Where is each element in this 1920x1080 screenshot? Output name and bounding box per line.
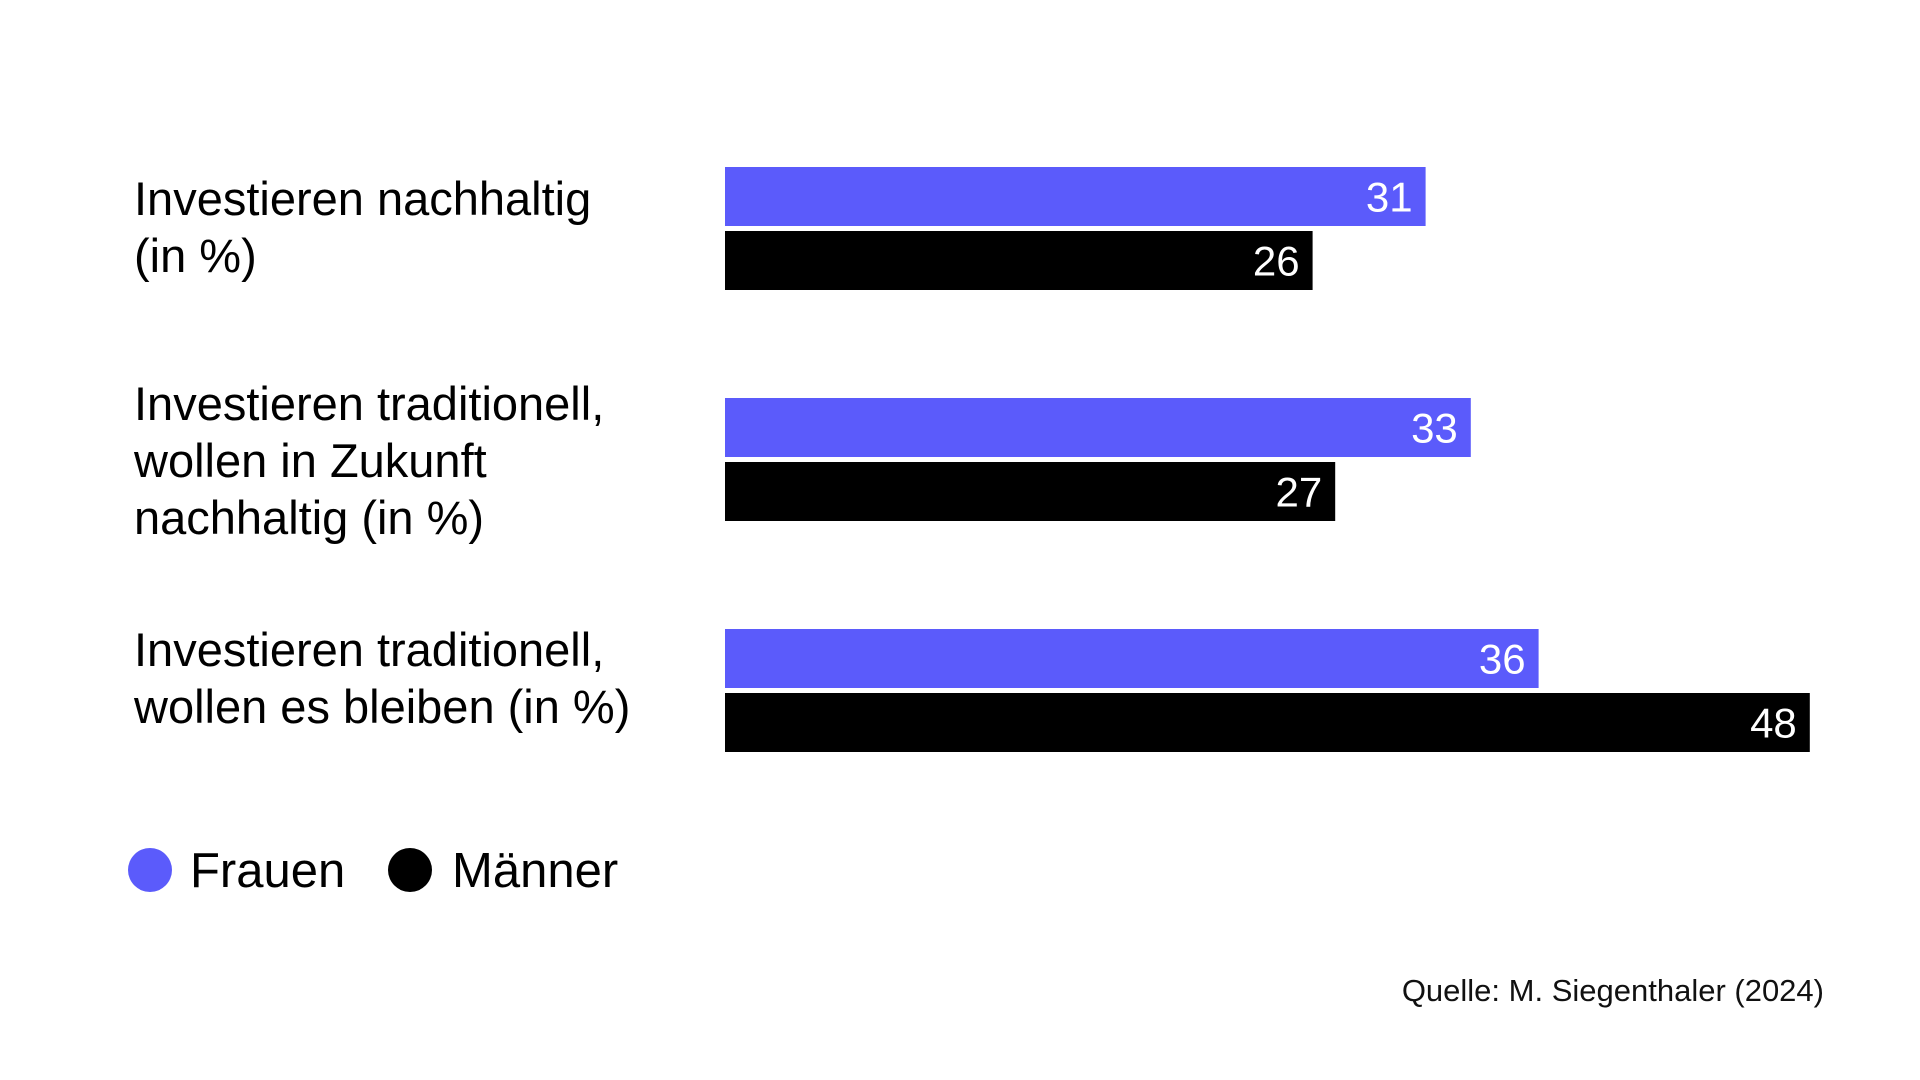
bar <box>725 231 1313 290</box>
legend-label: Männer <box>452 844 618 898</box>
bar <box>725 629 1539 688</box>
bar-value-label: 48 <box>1750 700 1797 747</box>
bars: 31 26 33 27 36 48 <box>725 167 1810 752</box>
category-label-line: nachhaltig (in %) <box>134 491 484 544</box>
bar <box>725 693 1810 752</box>
legend: Frauen Männer <box>128 844 618 898</box>
category-label: Investieren traditionell, wollen es bleib… <box>133 623 630 733</box>
bar-value-label: 26 <box>1253 238 1300 285</box>
category-label-line: Investieren traditionell, <box>134 377 604 430</box>
bar-value-label: 33 <box>1411 405 1458 452</box>
category-labels: Investieren nachhaltig (in %)Investieren … <box>133 172 630 733</box>
bar <box>725 398 1471 457</box>
bar <box>725 462 1336 521</box>
category-label: Investieren nachhaltig (in %) <box>134 172 591 282</box>
legend-swatch <box>128 848 172 892</box>
legend-swatch <box>388 848 432 892</box>
source-note: Quelle: M. Siegenthaler (2024) <box>1402 973 1824 1008</box>
bar-value-label: 27 <box>1275 469 1322 516</box>
legend-label: Frauen <box>190 844 345 898</box>
category-label-line: wollen es bleiben (in %) <box>133 680 630 733</box>
category-label-line: Investieren traditionell, <box>134 623 604 676</box>
category-label: Investieren traditionell, wollen in Zukun… <box>133 377 604 544</box>
bar-value-label: 31 <box>1366 174 1413 221</box>
bar-value-label: 36 <box>1479 636 1526 683</box>
category-label-line: (in %) <box>134 229 257 282</box>
bar <box>725 167 1426 226</box>
category-label-line: wollen in Zukunft <box>133 434 487 487</box>
category-label-line: Investieren nachhaltig <box>134 172 591 225</box>
